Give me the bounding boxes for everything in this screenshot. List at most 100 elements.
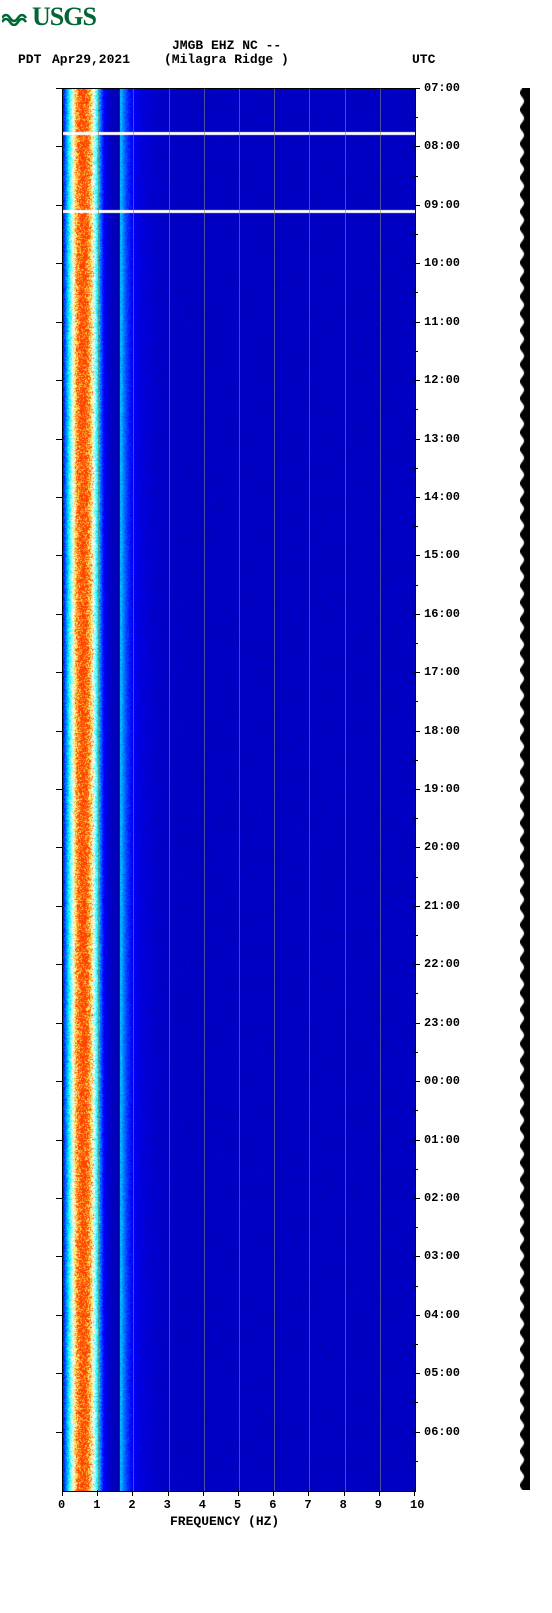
right-tick-mark: [414, 1198, 420, 1199]
x-tick-label: 8: [340, 1498, 347, 1512]
station-code: JMGB EHZ NC --: [172, 38, 281, 53]
right-tick-mark: [414, 555, 420, 556]
left-tick-mark: [56, 497, 62, 498]
gridline: [204, 89, 205, 1491]
x-tick-label: 6: [269, 1498, 276, 1512]
x-tick-label: 1: [93, 1498, 100, 1512]
right-time-label: 19:00: [424, 782, 460, 796]
right-tick-mark: [414, 1373, 420, 1374]
left-tick-mark: [56, 1081, 62, 1082]
left-tick-mark: [56, 1140, 62, 1141]
right-minor-tick: [414, 993, 418, 994]
right-minor-tick: [414, 117, 418, 118]
right-time-label: 00:00: [424, 1074, 460, 1088]
right-time-label: 08:00: [424, 139, 460, 153]
date-label: Apr29,2021: [52, 52, 130, 67]
right-tick-mark: [414, 731, 420, 732]
x-tick-mark: [273, 1490, 274, 1496]
right-minor-tick: [414, 1052, 418, 1053]
right-tick-mark: [414, 1140, 420, 1141]
right-minor-tick: [414, 701, 418, 702]
left-tick-mark: [56, 1315, 62, 1316]
right-tick-mark: [414, 906, 420, 907]
right-minor-tick: [414, 1461, 418, 1462]
station-name: (Milagra Ridge ): [164, 52, 289, 67]
left-tick-mark: [56, 322, 62, 323]
usgs-logo: USGS: [2, 2, 96, 32]
spectrogram-plot: [62, 88, 416, 1492]
right-time-label: 20:00: [424, 840, 460, 854]
right-tick-mark: [414, 1081, 420, 1082]
left-tick-mark: [56, 906, 62, 907]
right-minor-tick: [414, 585, 418, 586]
x-tick-label: 7: [304, 1498, 311, 1512]
x-tick-mark: [379, 1490, 380, 1496]
gridline: [169, 89, 170, 1491]
right-time-label: 23:00: [424, 1016, 460, 1030]
right-minor-tick: [414, 1227, 418, 1228]
right-minor-tick: [414, 292, 418, 293]
right-tick-mark: [414, 497, 420, 498]
right-tick-mark: [414, 1023, 420, 1024]
x-tick-mark: [62, 1490, 63, 1496]
right-time-label: 09:00: [424, 198, 460, 212]
right-minor-tick: [414, 877, 418, 878]
right-minor-tick: [414, 351, 418, 352]
right-tick-mark: [414, 380, 420, 381]
right-tick-mark: [414, 614, 420, 615]
right-time-label: 16:00: [424, 607, 460, 621]
right-minor-tick: [414, 1286, 418, 1287]
x-tick-mark: [308, 1490, 309, 1496]
right-tick-mark: [414, 964, 420, 965]
x-axis-label: FREQUENCY (HZ): [170, 1514, 279, 1529]
amplitude-sidebar: [520, 88, 530, 1490]
gridline: [239, 89, 240, 1491]
right-minor-tick: [414, 1110, 418, 1111]
right-time-label: 04:00: [424, 1308, 460, 1322]
tz-left-label: PDT: [18, 52, 41, 67]
x-tick-mark: [132, 1490, 133, 1496]
gridline: [133, 89, 134, 1491]
x-tick-label: 0: [58, 1498, 65, 1512]
logo-text: USGS: [32, 2, 96, 32]
left-tick-mark: [56, 1373, 62, 1374]
right-time-label: 17:00: [424, 665, 460, 679]
right-minor-tick: [414, 176, 418, 177]
gridline: [345, 89, 346, 1491]
right-time-label: 22:00: [424, 957, 460, 971]
tz-right-label: UTC: [412, 52, 435, 67]
x-tick-mark: [203, 1490, 204, 1496]
right-time-label: 14:00: [424, 490, 460, 504]
right-minor-tick: [414, 1169, 418, 1170]
right-time-label: 21:00: [424, 899, 460, 913]
right-minor-tick: [414, 935, 418, 936]
x-tick-mark: [97, 1490, 98, 1496]
left-tick-mark: [56, 205, 62, 206]
right-minor-tick: [414, 234, 418, 235]
right-tick-mark: [414, 847, 420, 848]
right-tick-mark: [414, 205, 420, 206]
page-root: USGS JMGB EHZ NC -- PDT Apr29,2021 (Mila…: [0, 0, 552, 1613]
gridline: [98, 89, 99, 1491]
right-tick-mark: [414, 322, 420, 323]
right-minor-tick: [414, 760, 418, 761]
right-minor-tick: [414, 643, 418, 644]
x-tick-mark: [238, 1490, 239, 1496]
x-tick-label: 4: [199, 1498, 206, 1512]
right-time-label: 10:00: [424, 256, 460, 270]
right-tick-mark: [414, 672, 420, 673]
x-tick-label: 2: [128, 1498, 135, 1512]
right-minor-tick: [414, 468, 418, 469]
left-tick-mark: [56, 789, 62, 790]
left-tick-mark: [56, 731, 62, 732]
x-tick-label: 10: [410, 1498, 424, 1512]
gridline: [380, 89, 381, 1491]
right-tick-mark: [414, 789, 420, 790]
x-tick-label: 5: [234, 1498, 241, 1512]
right-tick-mark: [414, 88, 420, 89]
x-tick-mark: [168, 1490, 169, 1496]
right-tick-mark: [414, 263, 420, 264]
right-tick-mark: [414, 1256, 420, 1257]
x-tick-label: 9: [375, 1498, 382, 1512]
right-time-label: 07:00: [424, 81, 460, 95]
